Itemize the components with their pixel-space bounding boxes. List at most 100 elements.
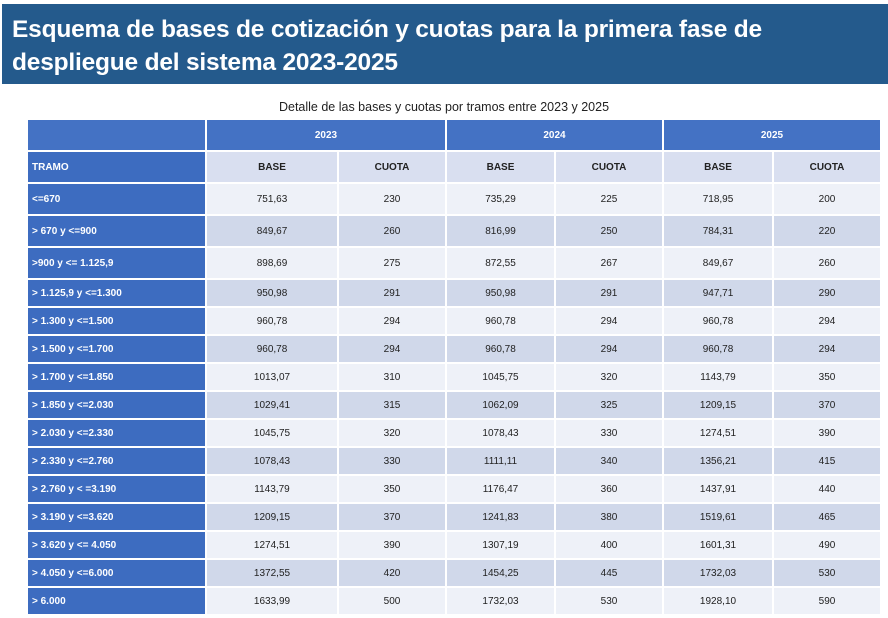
cuota-header: CUOTA <box>556 152 662 182</box>
base-cell: 849,67 <box>664 248 772 278</box>
cuota-cell: 250 <box>556 216 662 246</box>
tramo-cell: > 1.125,9 y <=1.300 <box>28 280 205 306</box>
cuota-cell: 400 <box>556 532 662 558</box>
cuota-cell: 225 <box>556 184 662 214</box>
base-header: BASE <box>207 152 337 182</box>
table-row: > 2.760 y < =3.190 1143,79 350 1176,47 360 14… <box>28 476 880 502</box>
base-cell: 960,78 <box>664 336 772 362</box>
cuota-header: CUOTA <box>774 152 880 182</box>
table-row: > 3.190 y <=3.620 1209,15 370 1241,83 380 151… <box>28 504 880 530</box>
base-cell: 1111,11 <box>447 448 554 474</box>
tramo-cell: > 2.760 y < =3.190 <box>28 476 205 502</box>
tramo-cell: > 3.190 y <=3.620 <box>28 504 205 530</box>
base-cell: 735,29 <box>447 184 554 214</box>
cuota-header: CUOTA <box>339 152 445 182</box>
base-cell: 1732,03 <box>664 560 772 586</box>
cuota-cell: 294 <box>556 308 662 334</box>
base-cell: 1078,43 <box>447 420 554 446</box>
cuota-cell: 500 <box>339 588 445 614</box>
year-header: 2024 <box>447 120 662 150</box>
tramo-cell: > 4.050 y <=6.000 <box>28 560 205 586</box>
base-cell: 1601,31 <box>664 532 772 558</box>
cuota-cell: 230 <box>339 184 445 214</box>
cuota-cell: 350 <box>774 364 880 390</box>
cuota-cell: 530 <box>556 588 662 614</box>
table-row: > 6.000 1633,99 500 1732,03 530 1928,10 590 <box>28 588 880 614</box>
cuota-cell: 294 <box>339 336 445 362</box>
header-empty <box>28 120 205 150</box>
table-row: > 2.030 y <=2.330 1045,75 320 1078,43 330 127… <box>28 420 880 446</box>
table-row: > 1.125,9 y <=1.300 950,98 291 950,98 291 947… <box>28 280 880 306</box>
tramo-cell: > 2.330 y <=2.760 <box>28 448 205 474</box>
cuota-cell: 220 <box>774 216 880 246</box>
base-cell: 950,98 <box>207 280 337 306</box>
base-cell: 1274,51 <box>664 420 772 446</box>
title-banner: Esquema de bases de cotización y cuotas … <box>2 4 888 84</box>
base-cell: 1209,15 <box>207 504 337 530</box>
base-cell: 1519,61 <box>664 504 772 530</box>
table-row: <=670 751,63 230 735,29 225 718,95 200 <box>28 184 880 214</box>
base-cell: 1176,47 <box>447 476 554 502</box>
tramo-cell: >900 y <= 1.125,9 <box>28 248 205 278</box>
cuota-cell: 294 <box>774 308 880 334</box>
tramo-cell: > 2.030 y <=2.330 <box>28 420 205 446</box>
cuota-cell: 590 <box>774 588 880 614</box>
base-cell: 849,67 <box>207 216 337 246</box>
tramo-header: TRAMO <box>28 152 205 182</box>
base-cell: 816,99 <box>447 216 554 246</box>
tramo-cell: <=670 <box>28 184 205 214</box>
cuota-cell: 260 <box>774 248 880 278</box>
cuota-cell: 275 <box>339 248 445 278</box>
cuota-cell: 530 <box>774 560 880 586</box>
base-cell: 1045,75 <box>207 420 337 446</box>
cuota-cell: 445 <box>556 560 662 586</box>
base-cell: 1062,09 <box>447 392 554 418</box>
base-cell: 1143,79 <box>207 476 337 502</box>
base-cell: 1928,10 <box>664 588 772 614</box>
base-cell: 950,98 <box>447 280 554 306</box>
base-cell: 1437,91 <box>664 476 772 502</box>
base-header: BASE <box>447 152 554 182</box>
base-cell: 1078,43 <box>207 448 337 474</box>
base-cell: 1633,99 <box>207 588 337 614</box>
tramo-cell: > 6.000 <box>28 588 205 614</box>
cuota-cell: 440 <box>774 476 880 502</box>
cuota-cell: 370 <box>774 392 880 418</box>
base-cell: 1143,79 <box>664 364 772 390</box>
base-cell: 1356,21 <box>664 448 772 474</box>
base-cell: 960,78 <box>664 308 772 334</box>
base-cell: 872,55 <box>447 248 554 278</box>
base-cell: 898,69 <box>207 248 337 278</box>
tramo-cell: > 1.700 y <=1.850 <box>28 364 205 390</box>
base-cell: 1307,19 <box>447 532 554 558</box>
cuota-cell: 267 <box>556 248 662 278</box>
table-row: > 1.300 y <=1.500 960,78 294 960,78 294 960,7… <box>28 308 880 334</box>
tramo-cell: > 3.620 y <= 4.050 <box>28 532 205 558</box>
table-row: > 2.330 y <=2.760 1078,43 330 1111,11 340 135… <box>28 448 880 474</box>
tramo-cell: > 1.300 y <=1.500 <box>28 308 205 334</box>
base-cell: 1029,41 <box>207 392 337 418</box>
cuota-cell: 490 <box>774 532 880 558</box>
base-cell: 1013,07 <box>207 364 337 390</box>
table-caption: Detalle de las bases y cuotas por tramos… <box>278 100 610 114</box>
cuota-cell: 325 <box>556 392 662 418</box>
tramo-cell: > 670 y <=900 <box>28 216 205 246</box>
base-cell: 751,63 <box>207 184 337 214</box>
year-header: 2025 <box>664 120 880 150</box>
tramo-cell: > 1.850 y <=2.030 <box>28 392 205 418</box>
base-cell: 960,78 <box>207 336 337 362</box>
base-cell: 1045,75 <box>447 364 554 390</box>
cuota-cell: 291 <box>339 280 445 306</box>
year-header: 2023 <box>207 120 445 150</box>
cuota-cell: 390 <box>339 532 445 558</box>
base-cell: 1209,15 <box>664 392 772 418</box>
table-row: > 670 y <=900 849,67 260 816,99 250 784,31 220 <box>28 216 880 246</box>
table-row: > 1.850 y <=2.030 1029,41 315 1062,09 325 120… <box>28 392 880 418</box>
cuota-cell: 315 <box>339 392 445 418</box>
cuota-cell: 200 <box>774 184 880 214</box>
base-cell: 718,95 <box>664 184 772 214</box>
table-row: > 1.700 y <=1.850 1013,07 310 1045,75 320 114… <box>28 364 880 390</box>
base-header: BASE <box>664 152 772 182</box>
base-cell: 960,78 <box>207 308 337 334</box>
cuota-cell: 390 <box>774 420 880 446</box>
